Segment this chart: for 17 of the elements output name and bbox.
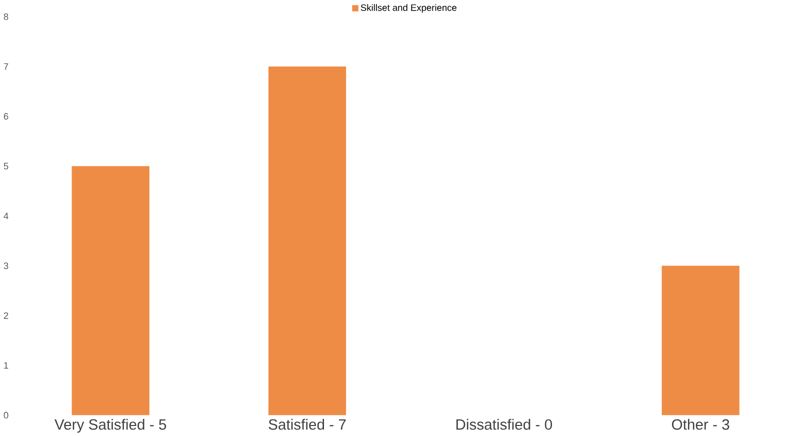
x-tick-label: Satisfied - 7 (268, 418, 346, 430)
y-tick-label: 5 (4, 162, 8, 170)
x-tick-label: Dissatisfied - 0 (456, 418, 552, 430)
legend-label: Skillset and Experience (360, 4, 456, 13)
y-tick-label: 8 (4, 13, 8, 20)
x-tick-label: Other - 3 (672, 418, 730, 430)
y-tick-label: 7 (4, 63, 8, 70)
y-tick-label: 1 (4, 362, 8, 369)
y-tick-label: 3 (4, 262, 8, 270)
y-tick-label: 0 (4, 412, 8, 418)
x-tick-label: Very Satisfied - 5 (54, 418, 166, 433)
y-tick-label: 6 (4, 112, 8, 120)
bar (662, 266, 740, 416)
bar (72, 166, 150, 416)
y-tick-label: 2 (4, 312, 8, 319)
y-tick-label: 4 (4, 212, 8, 220)
bar (268, 66, 346, 416)
